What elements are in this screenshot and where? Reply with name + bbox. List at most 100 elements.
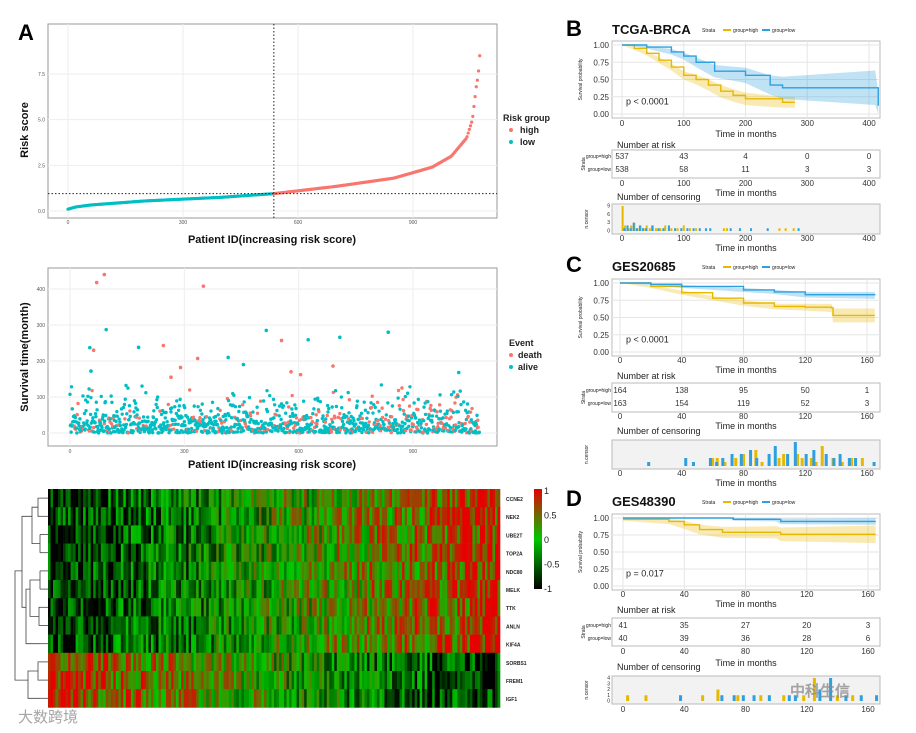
heatmap-cell — [281, 580, 285, 599]
heatmap-cell — [274, 489, 277, 508]
heatmap-cell — [304, 525, 307, 544]
heatmap-cell — [166, 561, 169, 581]
alive-point — [346, 428, 350, 432]
heatmap-cell — [228, 507, 232, 526]
censor-bar-high — [682, 225, 685, 231]
heatmap-cell — [407, 671, 410, 690]
heatmap-cell — [276, 598, 280, 617]
heatmap-cell — [243, 598, 247, 617]
heatmap-cell — [329, 507, 333, 526]
heatmap-cell — [268, 689, 272, 708]
heatmap-cell — [361, 689, 365, 708]
heatmap-cell — [346, 489, 350, 508]
heatmap-cell — [419, 616, 423, 635]
heatmap-cell — [294, 652, 297, 672]
alive-point — [215, 422, 220, 427]
heatmap-cell — [198, 652, 202, 672]
heatmap-cell — [103, 580, 107, 599]
heatmap-cell — [329, 634, 333, 654]
heatmap-cell — [103, 561, 107, 581]
heatmap-cell — [130, 634, 134, 654]
heatmap-cell — [221, 652, 225, 672]
heatmap-cell — [268, 634, 272, 654]
heatmap-cell — [60, 489, 64, 508]
heatmap-cell — [381, 634, 385, 654]
heatmap-cell — [479, 671, 483, 690]
heatmap-cell — [319, 616, 323, 635]
heatmap-cell — [427, 525, 430, 544]
heatmap-cell — [186, 561, 189, 581]
y-tick-label: 7.5 — [38, 72, 45, 78]
heatmap-cell — [148, 616, 152, 635]
heatmap-cell — [429, 671, 433, 690]
alive-point — [386, 330, 391, 335]
alive-point — [121, 430, 125, 435]
heatmap-cell — [243, 489, 247, 508]
heatmap-cell — [334, 507, 338, 526]
heatmap-cell — [65, 525, 69, 544]
risk-table-title: Number at risk — [617, 140, 676, 150]
heatmap-cell — [166, 671, 169, 690]
heatmap-cell — [457, 671, 461, 690]
heatmap-cell — [196, 616, 199, 635]
heatmap-cell — [402, 507, 405, 526]
heatmap-cell — [103, 616, 107, 635]
heatmap-cell — [397, 543, 400, 563]
heatmap-cell — [166, 543, 169, 563]
heatmap-cell — [173, 543, 177, 563]
heatmap-cell — [484, 598, 488, 617]
heatmap-cell — [437, 489, 441, 508]
heatmap-cell — [381, 561, 385, 581]
heatmap-cell — [314, 489, 317, 508]
heatmap-cell — [331, 689, 335, 708]
heatmap-cell — [173, 489, 177, 508]
death-point — [453, 423, 458, 427]
alive-point — [122, 402, 127, 407]
alive-point — [367, 430, 371, 435]
alive-point — [146, 415, 150, 419]
heatmap-cell — [50, 561, 54, 581]
heatmap-cell — [359, 543, 363, 563]
heatmap-cell — [336, 689, 340, 708]
heatmap-cell — [414, 561, 418, 581]
death-point — [468, 410, 473, 414]
heatmap-cell — [311, 689, 315, 708]
x-tick-label: 160 — [861, 647, 875, 656]
heatmap-cell — [216, 634, 220, 654]
death-point — [75, 412, 79, 417]
heatmap-cell — [482, 543, 486, 563]
heatmap-cell — [266, 634, 270, 654]
heatmap-cell — [108, 543, 112, 563]
heatmap-cell — [213, 652, 217, 672]
censor-bar-low — [692, 228, 695, 231]
heatmap-cell — [88, 652, 91, 672]
heatmap-cell — [449, 489, 453, 508]
heatmap-cell — [299, 634, 302, 654]
heatmap-cell — [376, 634, 380, 654]
heatmap-cell — [359, 580, 363, 599]
alive-point — [155, 397, 159, 402]
alive-point — [461, 400, 466, 404]
heatmap-cell — [125, 671, 129, 690]
heatmap-cell — [135, 525, 139, 544]
risk-point — [473, 95, 477, 99]
risk-table-cell: 138 — [675, 386, 689, 395]
x-tick-label: 80 — [741, 590, 750, 599]
heatmap-cell — [341, 634, 345, 654]
heatmap-cell — [246, 507, 250, 526]
heatmap-cell — [407, 598, 410, 617]
heatmap-cell — [304, 580, 307, 599]
heatmap-cell — [291, 580, 295, 599]
censor-bar-high — [840, 462, 844, 466]
death-point — [195, 356, 200, 361]
heatmap-cell — [218, 543, 222, 563]
heatmap-cell — [120, 671, 124, 690]
heatmap-cell — [346, 652, 350, 672]
heatmap-cell — [361, 598, 365, 617]
heatmap-cell — [356, 543, 360, 563]
heatmap-cell — [304, 689, 307, 708]
censor-bar-low — [667, 225, 670, 231]
x-tick-label: 200 — [739, 234, 753, 243]
heatmap-cell — [128, 489, 132, 508]
alive-point — [241, 362, 246, 367]
